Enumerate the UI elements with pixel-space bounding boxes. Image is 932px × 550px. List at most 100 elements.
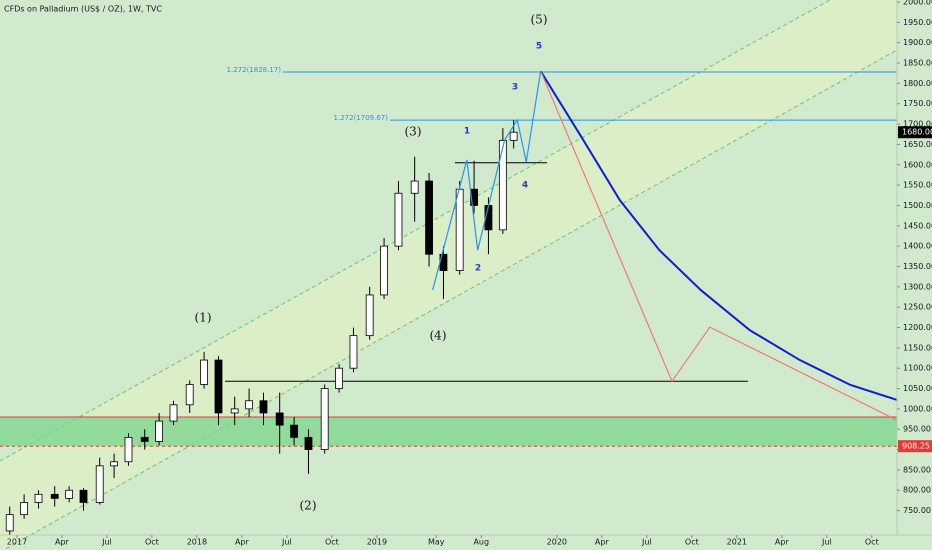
x-tick-label: Apr bbox=[235, 538, 250, 547]
candle-body bbox=[185, 384, 194, 406]
candle-body bbox=[365, 294, 374, 337]
x-tick-label: Aug bbox=[473, 538, 489, 547]
candle-body bbox=[509, 131, 518, 141]
y-tick-label: 1450.00 bbox=[903, 221, 932, 230]
x-tick-label: May bbox=[428, 538, 445, 547]
x-tick-label: 2020 bbox=[547, 538, 567, 547]
wave-annotation: (4) bbox=[430, 329, 447, 343]
wave-label: 4 bbox=[522, 181, 528, 191]
plot: 1.272(1828.17) 1.272(1709.67) (1) (2) (3) (4)… bbox=[0, 13, 898, 535]
candle-body bbox=[155, 420, 163, 442]
wave-annotation: (3) bbox=[405, 125, 422, 139]
x-tick-label: Oct bbox=[865, 538, 879, 547]
x-tick-label: 2021 bbox=[727, 538, 747, 547]
y-tick-label: 1650.00 bbox=[903, 140, 932, 149]
candle-body bbox=[290, 424, 298, 438]
y-tick-label: 1950.00 bbox=[903, 18, 932, 27]
price-tag bbox=[898, 126, 932, 139]
channel-fill bbox=[0, 0, 897, 550]
y-tick-label: 1150.00 bbox=[903, 343, 932, 352]
wave-annotation: (2) bbox=[300, 499, 317, 513]
candle-body bbox=[140, 436, 149, 442]
candle-body bbox=[394, 192, 403, 247]
projection-path bbox=[432, 71, 542, 291]
price-tag-label: 908.25 bbox=[902, 442, 930, 451]
y-tick-label: 1550.00 bbox=[903, 181, 932, 190]
y-tick-label: 1600.00 bbox=[903, 160, 932, 169]
y-tick-label: 1750.00 bbox=[903, 99, 932, 108]
candle-body bbox=[34, 493, 43, 503]
x-tick-label: Apr bbox=[775, 538, 790, 547]
candle-body bbox=[349, 335, 358, 369]
y-tick-label: 1850.00 bbox=[903, 59, 932, 68]
x-tick-label: 2017 bbox=[7, 538, 27, 547]
price-tag bbox=[898, 440, 932, 453]
chart-title: CFDs on Palladium (US$ / OZ), 1W, TVC bbox=[4, 5, 162, 14]
wave-label: 2 bbox=[475, 264, 481, 274]
wave-annotation: (5) bbox=[531, 13, 548, 27]
y-tick-label: 1050.00 bbox=[903, 384, 932, 393]
price-tag-label: 1680.00 bbox=[902, 128, 932, 137]
candle-body bbox=[20, 502, 29, 516]
y-tick-label: 1500.00 bbox=[903, 201, 932, 210]
candle-body bbox=[124, 436, 133, 463]
x-tick-label: Jul bbox=[101, 538, 112, 547]
x-tick-label: 2018 bbox=[187, 538, 207, 547]
projection-path bbox=[540, 70, 898, 421]
candle-body bbox=[230, 408, 239, 414]
candle-body bbox=[455, 188, 464, 271]
x-tick-label: Jul bbox=[641, 538, 652, 547]
channel-lower bbox=[2, 49, 898, 550]
candle-body bbox=[95, 465, 104, 503]
candle-body bbox=[320, 388, 329, 450]
y-tick-label: 1350.00 bbox=[903, 262, 932, 271]
candle-body bbox=[425, 180, 433, 255]
candle-body bbox=[304, 436, 313, 450]
y-tick-label: 1250.00 bbox=[903, 303, 932, 312]
y-tick-label: 800.00 bbox=[903, 486, 931, 495]
x-tick-label: Apr bbox=[55, 538, 70, 547]
candle-body bbox=[275, 412, 284, 426]
candle-body bbox=[214, 359, 223, 414]
fib-label: 1.272(1828.17) bbox=[227, 66, 282, 74]
candle-body bbox=[65, 489, 74, 499]
y-tick-label: 750.00 bbox=[903, 506, 931, 515]
y-tick-label: 1100.00 bbox=[903, 364, 932, 373]
x-tick-label: Oct bbox=[145, 538, 159, 547]
y-tick-label: 850.00 bbox=[903, 465, 931, 474]
channel-upper bbox=[0, 0, 831, 462]
candle-body bbox=[169, 404, 178, 422]
wave-label: 1 bbox=[464, 127, 470, 137]
x-tick-label: Oct bbox=[685, 538, 699, 547]
candle-body bbox=[79, 489, 88, 503]
wave-label: 3 bbox=[512, 83, 518, 93]
y-tick-label: 1800.00 bbox=[903, 79, 932, 88]
candle-body bbox=[498, 139, 507, 231]
x-tick-label: 2019 bbox=[367, 538, 387, 547]
fib-label: 1.272(1709.67) bbox=[334, 114, 389, 122]
candle-body bbox=[335, 367, 343, 389]
projection-path bbox=[539, 70, 898, 401]
candle-body bbox=[5, 514, 14, 532]
candle-body bbox=[259, 400, 268, 414]
x-tick-label: Jul bbox=[821, 538, 832, 547]
wave-label: 5 bbox=[536, 42, 542, 52]
candle-body bbox=[380, 245, 388, 296]
y-tick-label: 950.00 bbox=[903, 425, 931, 434]
y-tick-label: 1000.00 bbox=[903, 404, 932, 413]
candle-body bbox=[200, 359, 208, 385]
x-tick-label: Apr bbox=[595, 538, 610, 547]
wave-annotation: (1) bbox=[195, 311, 212, 325]
y-tick-label: 1300.00 bbox=[903, 282, 932, 291]
x-tick-label: Jul bbox=[281, 538, 292, 547]
y-tick-label: 1200.00 bbox=[903, 323, 932, 332]
y-tick-label: 1400.00 bbox=[903, 242, 932, 251]
y-tick-label: 2000.00 bbox=[903, 0, 932, 7]
y-tick-label: 1700.00 bbox=[903, 120, 932, 129]
x-tick-label: Oct bbox=[325, 538, 339, 547]
y-tick-label: 1900.00 bbox=[903, 38, 932, 47]
support-zone bbox=[0, 417, 897, 447]
candle-body bbox=[470, 188, 478, 206]
